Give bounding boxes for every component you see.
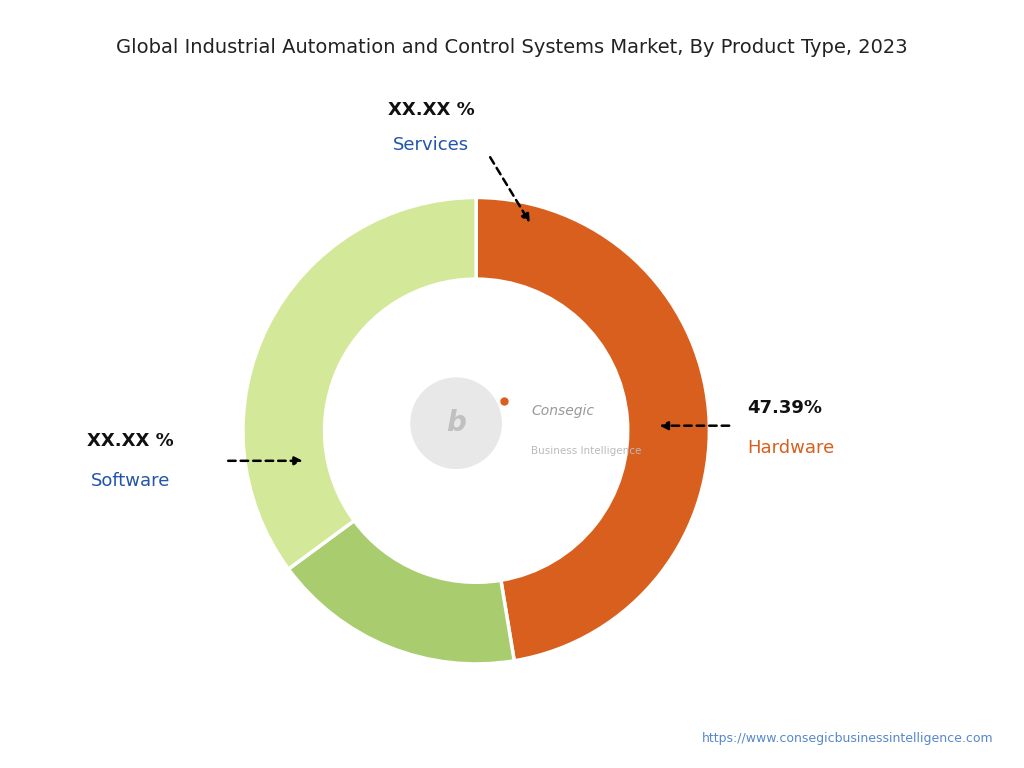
Wedge shape bbox=[289, 521, 514, 664]
Text: Hardware: Hardware bbox=[746, 439, 835, 457]
Text: https://www.consegicbusinessintelligence.com: https://www.consegicbusinessintelligence… bbox=[701, 732, 993, 745]
Text: Global Industrial Automation and Control Systems Market, By Product Type, 2023: Global Industrial Automation and Control… bbox=[116, 38, 908, 58]
Circle shape bbox=[411, 378, 501, 468]
Text: XX.XX %: XX.XX % bbox=[388, 101, 474, 119]
Text: Software: Software bbox=[90, 472, 170, 490]
Text: XX.XX %: XX.XX % bbox=[87, 432, 173, 450]
Text: Consegic: Consegic bbox=[531, 404, 594, 418]
Wedge shape bbox=[243, 197, 476, 569]
Text: Business Intelligence: Business Intelligence bbox=[531, 445, 642, 455]
Text: b: b bbox=[446, 409, 466, 437]
Text: Services: Services bbox=[393, 136, 469, 154]
Wedge shape bbox=[476, 197, 710, 660]
Circle shape bbox=[331, 285, 622, 576]
Text: 47.39%: 47.39% bbox=[746, 399, 822, 417]
